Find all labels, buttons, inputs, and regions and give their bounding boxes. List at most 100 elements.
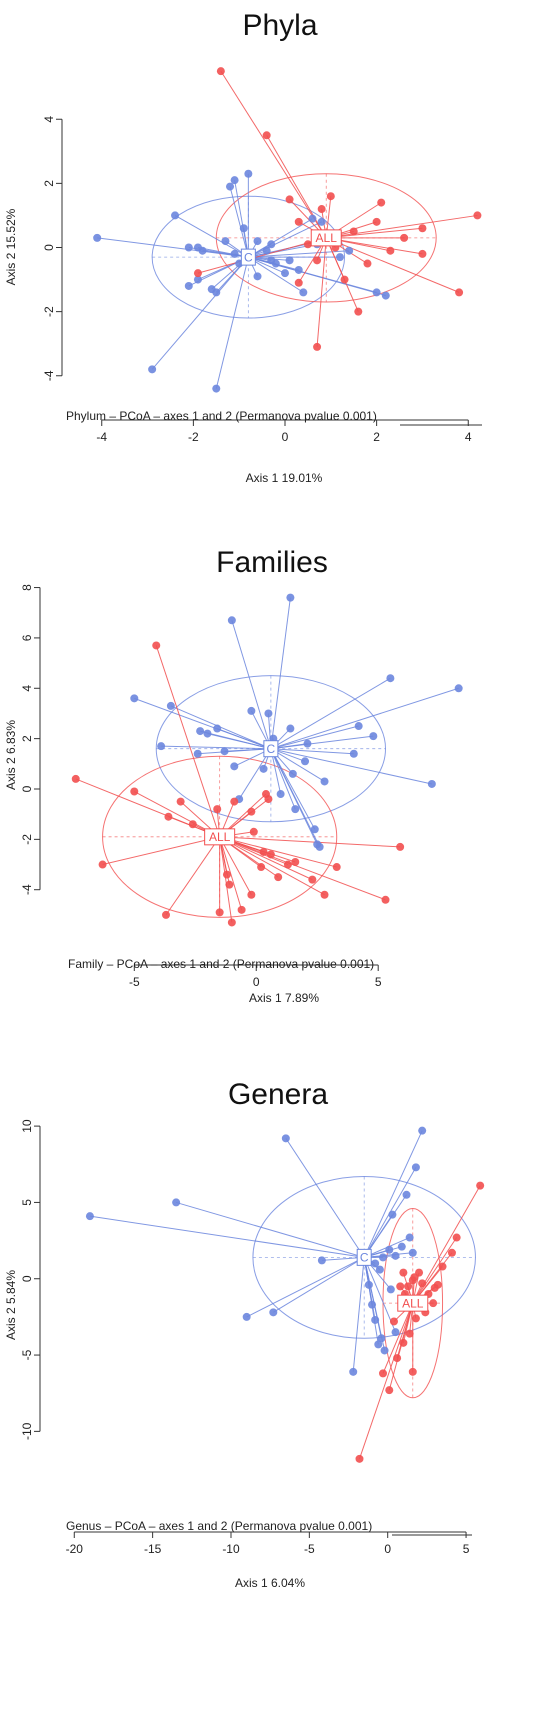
data-point-c (405, 1233, 414, 1242)
data-point-c (148, 365, 157, 374)
y-tick-label: 4 (42, 116, 56, 123)
data-point-all (340, 275, 349, 284)
x-tick-label: -5 (304, 1542, 315, 1556)
data-point-c (391, 1251, 400, 1260)
data-point-c (377, 1334, 386, 1343)
data-point-all (473, 211, 482, 220)
y-tick-label: -4 (42, 370, 56, 381)
y-tick-label: 5 (20, 1199, 34, 1206)
y-axis-label: Axis 2 5.84% (4, 1270, 18, 1340)
data-point-all (313, 256, 322, 265)
data-point-c (380, 1346, 389, 1355)
spider-line (202, 250, 249, 258)
data-point-all (379, 1369, 387, 1378)
data-point-all (71, 774, 80, 783)
data-point-all (247, 890, 256, 899)
data-point-c (374, 1340, 383, 1349)
spider-line (270, 748, 296, 810)
data-point-all (372, 217, 381, 226)
spider-line (155, 645, 221, 837)
x-tick-label: -5 (129, 975, 140, 989)
data-point-all (294, 278, 303, 287)
chart-title: Phyla (242, 9, 317, 42)
data-point-c (221, 237, 230, 246)
data-point-c (303, 739, 312, 748)
spider-line (231, 620, 272, 749)
data-point-c (271, 259, 280, 268)
x-tick-label: -10 (222, 1542, 240, 1556)
data-point-c (335, 253, 344, 262)
centroid-label-box (356, 1248, 372, 1266)
spider-line (412, 1237, 458, 1304)
spider-line (219, 836, 401, 848)
spider-line (219, 836, 233, 923)
data-point-c (85, 1212, 94, 1221)
y-tick-label: 0 (42, 244, 56, 251)
data-point-c (369, 732, 378, 741)
x-tick-label: -2 (188, 430, 199, 444)
data-point-c (317, 1256, 326, 1265)
data-point-c (288, 769, 297, 778)
data-point-c (408, 1248, 417, 1257)
chart-title: Genera (228, 1078, 328, 1111)
y-tick-label: -10 (20, 1422, 34, 1440)
data-point-all (257, 863, 266, 872)
spider-line (270, 748, 432, 785)
data-point-c (397, 1242, 406, 1251)
centroid-label-box (263, 740, 279, 758)
data-point-all (264, 795, 273, 804)
spider-line (270, 748, 325, 782)
spider-line (364, 1252, 413, 1258)
x-tick-label: 0 (282, 430, 289, 444)
spider-line (207, 733, 271, 750)
data-point-c (184, 243, 193, 252)
centroid-label-box (310, 229, 342, 247)
data-point-all (452, 1233, 461, 1242)
data-point-c (349, 1367, 358, 1376)
data-point-c (230, 176, 239, 185)
data-point-all (308, 875, 317, 884)
spider-line (266, 135, 327, 239)
centroid-label-box (397, 1294, 429, 1312)
data-point-c (172, 1198, 181, 1207)
data-point-c (285, 256, 294, 265)
data-point-all (326, 192, 335, 201)
chart-panel-1: Families -5 0 5 -4 -2 0 2 4 6 8 C ALL Family – PCoA –… (4, 546, 463, 1005)
data-point-all (162, 910, 170, 919)
data-point-all (411, 1314, 420, 1323)
data-point-all (313, 342, 322, 351)
data-point-all (285, 195, 294, 204)
x-axis-label: Axis 1 19.01% (246, 471, 323, 485)
data-point-all (320, 890, 329, 899)
data-point-c (264, 709, 273, 718)
centroid-label-all: ALL (316, 231, 338, 245)
data-point-all (176, 797, 185, 806)
spider-line (270, 748, 354, 755)
data-point-c (391, 1328, 400, 1337)
data-point-c (220, 747, 229, 756)
spider-line (388, 1303, 414, 1391)
spider-line (285, 1138, 365, 1258)
data-point-c (166, 701, 175, 710)
data-point-all (188, 820, 197, 829)
y-tick-label: 6 (20, 634, 34, 641)
data-point-c (371, 1315, 380, 1324)
spider-line (270, 677, 391, 750)
x-axis-label: Axis 1 7.89% (249, 991, 319, 1005)
spider-line (151, 256, 249, 370)
data-point-all (386, 246, 395, 255)
data-point-all (404, 1282, 413, 1291)
data-point-all (354, 307, 363, 316)
data-point-all (216, 67, 225, 76)
data-point-all (355, 1454, 364, 1463)
data-point-c (385, 1245, 394, 1254)
data-point-c (203, 729, 212, 738)
data-point-c (93, 233, 102, 242)
y-tick-label: -2 (20, 834, 34, 845)
data-point-all (249, 827, 258, 836)
data-point-c (308, 214, 317, 223)
centroid-label-c: C (360, 1251, 369, 1265)
data-point-c (230, 762, 239, 771)
y-axis-label: Axis 2 6.83% (4, 720, 18, 790)
